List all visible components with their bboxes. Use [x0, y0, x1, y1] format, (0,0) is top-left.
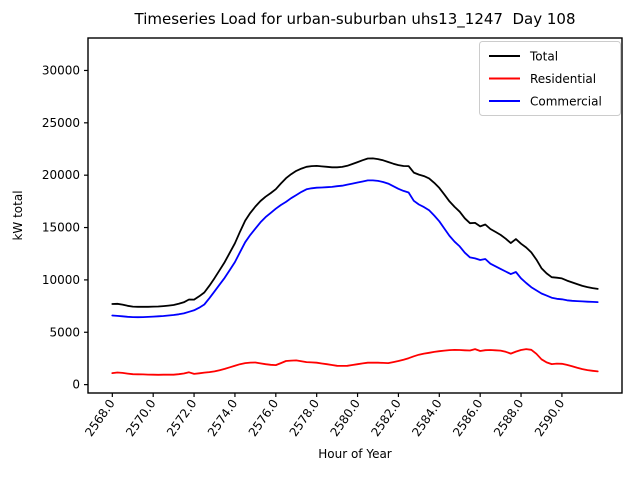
y-tick-label: 10000 — [42, 273, 80, 287]
chart-title: Timeseries Load for urban-suburban uhs13… — [134, 10, 576, 29]
legend-label-commercial: Commercial — [530, 95, 602, 109]
y-tick-label: 15000 — [42, 221, 80, 235]
plot-frame — [87, 37, 623, 394]
x-axis-label: Hour of Year — [318, 447, 392, 461]
y-tick-label: 30000 — [42, 63, 80, 77]
legend: Total Residential Commercial — [479, 41, 621, 116]
series-line-residential — [111, 348, 599, 376]
y-axis-label: kW total — [11, 190, 25, 240]
legend-box — [479, 41, 621, 116]
legend-label-residential: Residential — [530, 72, 596, 86]
y-tick-label: 0 — [72, 378, 80, 392]
y-tick-label: 5000 — [49, 325, 80, 339]
series-lines — [111, 157, 599, 376]
series-line-commercial — [111, 179, 599, 319]
legend-label-total: Total — [529, 50, 558, 64]
y-tick-label: 20000 — [42, 168, 80, 182]
y-tick-label: 25000 — [42, 116, 80, 130]
series-line-total — [111, 157, 599, 308]
